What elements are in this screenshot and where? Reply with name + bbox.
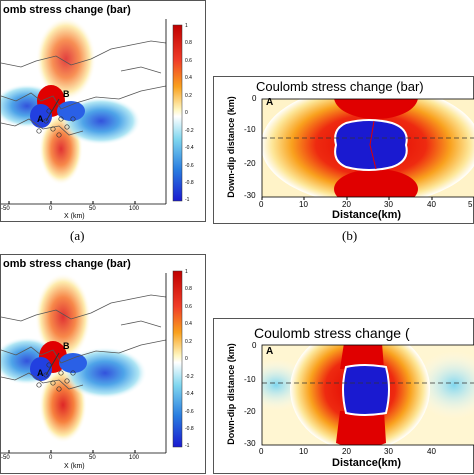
colorbar-tick: 0.2 [185,93,192,99]
panel-b-xtick: 5 [468,200,473,209]
panel-a: omb stress change (bar) [0,0,206,222]
colorbar-tick: -0.2 [185,374,194,380]
panel-d-title: Coulomb stress change ( [254,325,410,341]
panel-b: Coulomb stress change (bar) A Down-di [213,76,474,224]
colorbar-tick: 0.6 [185,304,192,310]
panel-a-xtick: 100 [129,206,140,212]
colorbar-tick: -0.4 [185,145,194,151]
panel-b-xlabel: Distance(km) [332,209,402,221]
panel-a-xtick: 50 [89,206,96,212]
panel-a-xtick: 0 [49,206,53,212]
panel-b-xtick: 20 [342,200,351,209]
panel-c-marker-a: A [37,368,44,378]
colorbar-tick: -1 [185,197,190,203]
colorbar-tick: -0.6 [185,409,194,415]
panel-b-ytick: 0 [252,94,257,103]
panel-b-xtick: 40 [427,200,436,209]
panel-d-xtick: 0 [259,447,264,456]
colorbar-tick: 1 [185,23,188,29]
panel-a-marker-b: B [63,89,70,99]
panel-d-xtick: 30 [384,447,393,456]
colorbar-tick: -0.2 [185,128,194,134]
panel-d-ytick: 0 [252,341,257,350]
panel-a-xtick: -50 [1,206,10,212]
panel-b-xtick: 30 [384,200,393,209]
panel-b-ytick: -10 [244,125,256,134]
panel-d-marker-a: A [266,346,274,357]
colorbar-tick: -0.6 [185,163,194,169]
panel-b-sublabel: (b) [342,228,358,243]
panel-d-plot [261,344,474,446]
panel-b-xtick: 10 [299,200,308,209]
panel-b-title: Coulomb stress change (bar) [256,79,424,94]
colorbar-tick: 1 [185,269,188,275]
colorbar-tick: -1 [185,443,190,449]
panel-d-xlabel: Distance(km) [332,457,402,469]
colorbar-tick: 0.2 [185,339,192,345]
panel-b-xtick: 0 [259,200,264,209]
panel-c-title: omb stress change (bar) [3,258,131,270]
panel-b-ytick: -30 [244,191,256,200]
colorbar-tick: -0.8 [185,180,194,186]
panel-d-xtick: 10 [299,447,308,456]
panel-a-map [1,19,183,205]
colorbar-tick: 0.4 [185,75,192,81]
panel-c-xlabel: X (km) [64,463,85,470]
panel-a-colorbar [172,24,183,202]
panel-b-ylabel: Down-dip distance (km) [226,96,236,198]
panel-d-ytick: -30 [244,439,256,448]
panel-c-colorbar [172,270,183,448]
colorbar-tick: 0.8 [185,286,192,292]
panel-c-xtick: 100 [129,455,140,461]
panel-a-title: omb stress change (bar) [3,4,131,16]
panel-d-ytick: -10 [244,375,256,384]
panel-c-xtick: 0 [49,455,53,461]
panel-a-xlabel: X (km) [64,213,85,220]
panel-a-marker-a: A [37,114,44,124]
panel-d-xtick: 20 [342,447,351,456]
panel-c-map [1,270,183,454]
panel-c-xtick: -50 [1,455,10,461]
panel-b-ytick: -20 [244,159,256,168]
colorbar-tick: 0 [185,110,188,116]
colorbar-tick: -0.4 [185,391,194,397]
colorbar-tick: 0.6 [185,58,192,64]
panel-d-ylabel: Down-dip distance (km) [226,343,236,445]
panel-d: Coulomb stress change ( A Down-dip dista… [213,318,474,474]
panel-c: omb stress change (bar) [0,254,206,474]
colorbar-tick: 0.4 [185,321,192,327]
panel-d-xtick: 40 [427,447,436,456]
panel-c-xtick: 50 [89,455,96,461]
panel-d-ytick: -20 [244,407,256,416]
colorbar-tick: 0 [185,356,188,362]
panel-b-plot [261,98,474,200]
panel-c-marker-b: B [63,341,70,351]
colorbar-tick: 0.8 [185,40,192,46]
panel-b-marker-a: A [266,97,274,108]
colorbar-tick: -0.8 [185,426,194,432]
panel-a-sublabel: (a) [70,228,85,243]
